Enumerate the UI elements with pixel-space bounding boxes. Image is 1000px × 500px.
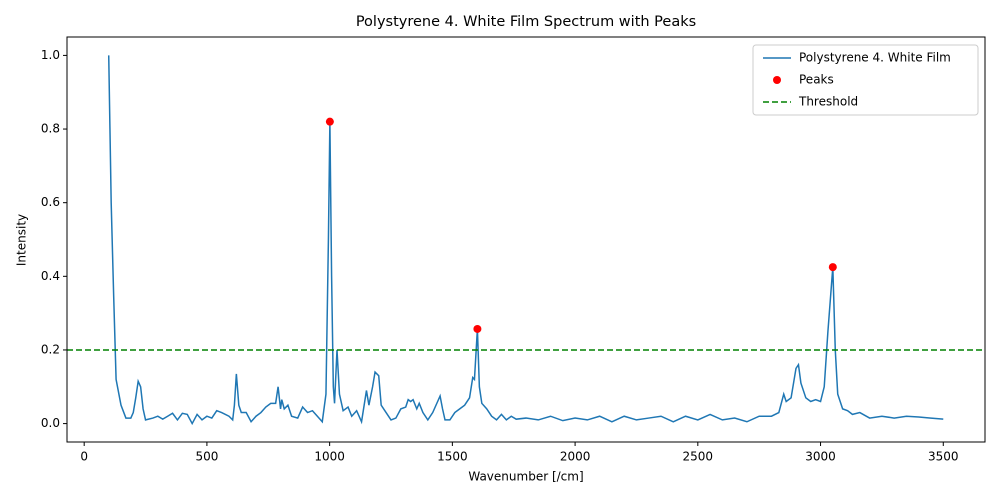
x-tick-label: 500 [195, 450, 218, 464]
peak-point [325, 117, 334, 126]
y-axis-label: Intensity [15, 214, 29, 266]
y-tick-label: 0.2 [41, 342, 60, 356]
spectrum-line [107, 55, 944, 426]
peak-point [473, 324, 482, 333]
peak-point [828, 263, 837, 272]
x-tick-label: 3500 [928, 450, 959, 464]
chart-title: Polystyrene 4. White Film Spectrum with … [356, 14, 696, 30]
y-tick-label: 1.0 [41, 48, 60, 62]
legend-label: Peaks [799, 73, 834, 87]
x-tick-label: 2500 [683, 450, 714, 464]
y-tick-label: 0.4 [41, 269, 60, 283]
legend-label: Polystyrene 4. White Film [799, 51, 951, 65]
x-tick-label: 2000 [560, 450, 591, 464]
x-tick-label: 1500 [437, 450, 468, 464]
legend-label: Threshold [798, 95, 858, 109]
plot-frame [66, 36, 986, 443]
y-tick-label: 0.8 [41, 122, 60, 136]
x-tick-label: 1000 [314, 450, 345, 464]
x-tick-label: 3000 [805, 450, 836, 464]
y-tick-label: 0.6 [41, 195, 60, 209]
legend-marker [773, 76, 781, 84]
x-tick-label: 0 [80, 450, 88, 464]
legend-box [752, 44, 979, 116]
x-axis-label: Wavenumber [/cm] [468, 470, 583, 484]
y-tick-label: 0.0 [41, 416, 60, 430]
